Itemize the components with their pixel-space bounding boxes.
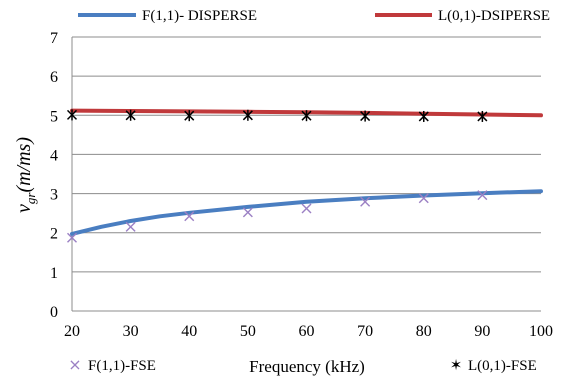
legend-label-f11-disperse: F(1,1)- DISPERSE [142,8,257,24]
point-l-0-1-fse-40 [184,110,195,122]
point-f-1-1-fse-20 [67,232,77,243]
y-tick-label-4: 4 [50,147,58,164]
y-axis-title: vgr(m/ms) [13,137,38,213]
point-f-1-1-fse-60 [301,203,312,214]
legend-label-f11-fse: F(1,1)-FSE [88,358,156,374]
axes [71,37,541,312]
point-l-0-1-fse-70 [360,110,371,122]
point-l-0-1-fse-30 [125,109,136,121]
x-tick-label-40: 40 [181,323,197,340]
point-stroke [67,232,77,243]
legend-top: F(1,1)- DISPERSE L(0,1)-DSIPERSE [78,8,550,24]
point-f-1-1-fse-50 [242,207,253,218]
point-stroke [125,221,136,232]
x-tick-label-90: 90 [474,323,490,340]
point-stroke [477,190,488,201]
x-tick-label-70: 70 [357,323,373,340]
point-f-1-1-fse-30 [125,221,136,232]
tick-labels: 0 1 2 3 4 5 6 7 20 30 40 50 60 70 80 90 100 [50,30,553,340]
y-tick-label-2: 2 [50,226,58,243]
legend-marker-f11-fse: × [68,355,81,374]
x-tick-label-30: 30 [123,323,139,340]
x-axis-title: Frequency (kHz) [249,357,365,376]
point-f-1-1-fse-80 [418,193,429,204]
legend-marker-l01-fse: ✶ [450,356,463,374]
point-stroke [242,207,253,218]
legend-label-l01-fse: L(0,1)-FSE [468,358,537,374]
x-tick-label-60: 60 [299,323,315,340]
point-stroke [418,193,429,204]
point-stroke [301,203,312,214]
y-tick-label-7: 7 [50,30,58,47]
point-l-0-1-fse-60 [301,110,312,122]
point-l-0-1-fse-20 [66,109,78,121]
point-l-0-1-fse-90 [477,110,488,122]
point-f-1-1-fse-70 [360,196,371,207]
point-stroke [360,196,371,207]
legend-label-l01-disperse: L(0,1)-DSIPERSE [438,8,550,24]
point-l-0-1-fse-80 [418,110,429,122]
series-line-f-1-1-disperse [70,189,543,236]
x-tick-label-20: 20 [64,323,80,340]
y-tick-label-0: 0 [50,304,58,321]
y-tick-label-1: 1 [50,265,58,282]
legend-bottom: × F(1,1)-FSE ✶ L(0,1)-FSE [68,355,536,374]
point-l-0-1-fse-50 [242,109,253,121]
point-f-1-1-fse-90 [477,190,488,201]
series-group [66,108,543,243]
point-stroke [184,211,195,222]
y-tick-label-5: 5 [50,108,58,125]
y-tick-label-3: 3 [50,187,58,204]
y-tick-label-6: 6 [50,69,58,86]
grid [72,36,541,273]
x-tick-label-80: 80 [416,323,432,340]
x-tick-label-50: 50 [240,323,256,340]
point-f-1-1-fse-40 [184,211,195,222]
x-tick-label-100: 100 [529,323,553,340]
